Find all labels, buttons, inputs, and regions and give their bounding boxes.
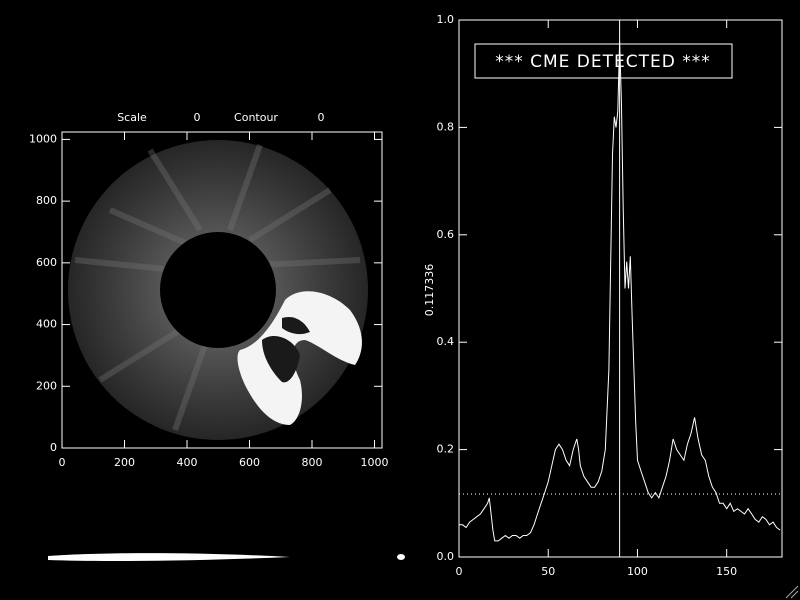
contour-value: 0 xyxy=(318,111,325,124)
annotation-box xyxy=(474,43,733,79)
cme-feature xyxy=(237,291,362,425)
scale-value: 0 xyxy=(194,111,201,124)
cme-dark-region xyxy=(262,316,310,383)
x-tick-label: 800 xyxy=(302,456,323,469)
contour-label: Contour xyxy=(234,111,278,124)
y-tick-label: 1.0 xyxy=(437,13,455,26)
y-tick-label: 0.2 xyxy=(437,443,455,456)
x-tick-label: 1000 xyxy=(361,456,389,469)
x-tick-label: 0 xyxy=(456,565,463,578)
x-tick-label: 100 xyxy=(627,565,648,578)
annotation: *** CME DETECTED *** xyxy=(495,52,711,72)
plot-frame xyxy=(458,19,783,558)
y-tick-label: 400 xyxy=(36,318,57,331)
y-tick-label: 600 xyxy=(36,256,57,269)
x-tick-label: 50 xyxy=(541,565,555,578)
data-line xyxy=(459,41,781,542)
y-tick-label: 0 xyxy=(50,441,57,454)
coronagraph-image xyxy=(68,140,368,440)
y-tick-label: 1000 xyxy=(29,132,57,145)
x-tick-label: 400 xyxy=(177,456,198,469)
y-tick-label: 200 xyxy=(36,379,57,392)
x-tick-label: 600 xyxy=(239,456,260,469)
image-frame xyxy=(61,131,383,449)
y-tick-label: 800 xyxy=(36,194,57,207)
y-tick-label: 0.4 xyxy=(437,335,455,348)
x-tick-label: 200 xyxy=(114,456,135,469)
y-axis-label: 0.117336 xyxy=(423,264,436,317)
status-dot xyxy=(397,554,405,560)
status-bar-blob xyxy=(48,553,290,561)
x-tick-label: 0 xyxy=(59,456,66,469)
resize-grip[interactable] xyxy=(785,585,799,599)
streamers xyxy=(74,144,361,431)
occulter xyxy=(160,232,276,348)
x-tick-label: 150 xyxy=(716,565,737,578)
scale-label: Scale xyxy=(117,111,147,124)
y-tick-label: 0.6 xyxy=(437,228,455,241)
y-tick-label: 0.8 xyxy=(437,120,455,133)
y-tick-label: 0.0 xyxy=(437,550,455,563)
